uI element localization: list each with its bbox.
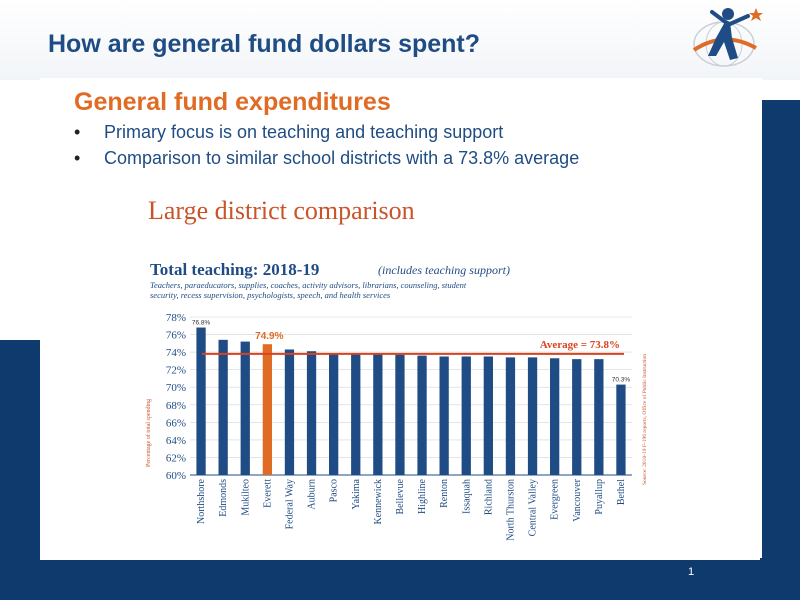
page-number: 1 <box>688 566 695 578</box>
bar-puyallup <box>594 359 604 475</box>
x-tick-label: Highline <box>417 478 428 514</box>
y-tick-label: 66% <box>166 417 186 429</box>
y-axis-label: Percentage of total spending <box>145 399 152 467</box>
x-tick-label: Renton <box>439 479 450 508</box>
slide-title: How are general fund dollars spent? <box>48 30 481 58</box>
chart-title-note: (includes teaching support) <box>378 263 510 277</box>
bar-kennewick <box>373 353 383 475</box>
bar-chart: Total teaching: 2018-19 (includes teachi… <box>145 260 648 541</box>
average-label: Average = 73.8% <box>540 339 620 351</box>
data-label: 70.3% <box>612 377 631 384</box>
bar-north-thurston <box>505 357 516 475</box>
chart-heading: Large district comparison <box>148 196 415 225</box>
y-tick-label: 60% <box>166 470 186 482</box>
x-tick-label: North Thurston <box>505 479 516 541</box>
bullet-item: • Primary focus is on teaching and teachi… <box>74 122 503 143</box>
x-tick-label: Vancouver <box>572 478 583 521</box>
bar-renton <box>439 356 449 475</box>
x-tick-label: Auburn <box>307 479 318 510</box>
section-subhead: General fund expenditures <box>74 88 391 116</box>
bullet-dot-icon: • <box>74 148 81 168</box>
y-tick-label: 70% <box>166 382 186 394</box>
bar-vancouver <box>572 359 582 475</box>
bar-mukilteo <box>240 341 250 475</box>
x-tick-label: Bellevue <box>395 478 406 514</box>
bullet-item: • Comparison to similar school districts … <box>74 148 579 169</box>
y-tick-label: 72% <box>166 365 186 377</box>
x-tick-label: Issaquah <box>461 479 472 514</box>
bullet-text: Primary focus is on teaching and teachin… <box>104 122 504 142</box>
bar-federal-way <box>284 349 295 475</box>
x-tick-label: Richland <box>483 479 494 515</box>
x-tick-label: Kennewick <box>373 479 384 525</box>
bar-everett <box>262 344 272 475</box>
x-tick-label: Northshore <box>196 478 207 524</box>
header-gradient <box>0 0 800 80</box>
left-band <box>0 340 40 600</box>
x-tick-label: Pasco <box>329 479 340 502</box>
y-tick-label: 78% <box>166 312 186 324</box>
bar-richland <box>483 356 493 475</box>
x-tick-label: Puyallup <box>594 479 605 515</box>
bar-pasco <box>329 353 339 475</box>
source-note: Source: 2018-19 F-196 reports, Office of… <box>641 354 648 485</box>
data-label: 76.8% <box>192 320 211 327</box>
bar-auburn <box>306 351 317 475</box>
bar-bethel <box>616 384 626 475</box>
x-tick-label: Federal Way <box>284 479 295 529</box>
bar-yakima <box>351 353 361 475</box>
bullet-dot-icon: • <box>74 122 81 142</box>
footer-band <box>0 560 800 600</box>
y-tick-label: 74% <box>166 347 186 359</box>
x-tick-label: Bethel <box>616 479 627 505</box>
chart-subtitle: Teachers, paraeducators, supplies, coach… <box>150 280 467 300</box>
y-tick-label: 68% <box>166 400 186 412</box>
x-tick-label: Central Valley <box>528 479 539 536</box>
bar-issaquah <box>461 356 471 475</box>
y-tick-label: 76% <box>166 330 186 342</box>
content-panel <box>40 78 762 558</box>
x-tick-label: Yakima <box>351 478 362 509</box>
data-label: 74.9% <box>255 331 283 342</box>
x-tick-label: Everett <box>262 479 273 508</box>
bar-bellevue <box>395 354 405 475</box>
chart-title: Total teaching: 2018-19 <box>150 260 319 279</box>
bar-northshore <box>196 327 206 475</box>
bar-evergreen <box>550 358 560 475</box>
y-tick-label: 64% <box>166 435 186 447</box>
y-tick-label: 62% <box>166 452 186 464</box>
right-band <box>760 100 800 600</box>
bar-highline <box>417 355 427 475</box>
bullet-text: Comparison to similar school districts w… <box>104 148 580 168</box>
x-tick-label: Mukilteo <box>240 479 251 516</box>
x-tick-label: Edmonds <box>218 479 229 517</box>
school-logo-icon <box>692 8 763 67</box>
bar-edmonds <box>218 339 228 475</box>
bar-central-valley <box>527 357 538 475</box>
x-tick-label: Evergreen <box>550 479 561 520</box>
